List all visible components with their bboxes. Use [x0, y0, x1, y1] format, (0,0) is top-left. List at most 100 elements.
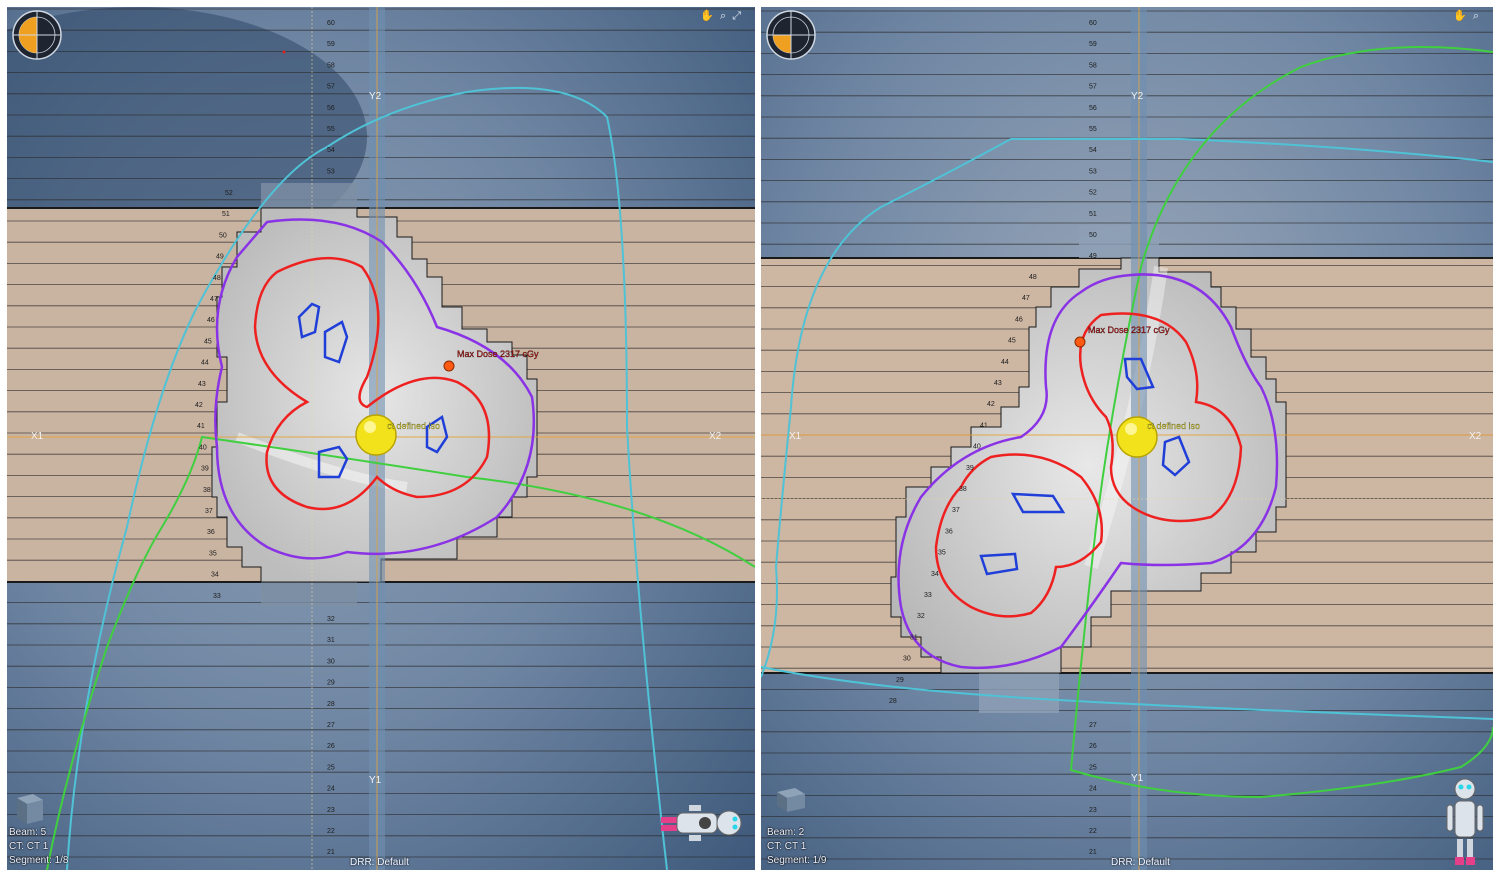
- max-dose-marker: [443, 360, 455, 372]
- hand-icon[interactable]: ✋: [700, 10, 721, 22]
- mlc-leaf-number: 56: [327, 105, 335, 112]
- x1-label: X1: [789, 431, 802, 442]
- mlc-leaf-number: 26: [1089, 743, 1097, 750]
- mlc-leaf-number: 59: [1089, 41, 1097, 48]
- mlc-leaf-number: 37: [205, 508, 213, 515]
- x2-label: X2: [709, 431, 722, 442]
- mlc-leaf-number: 56: [1089, 105, 1097, 112]
- mlc-leaf-number: 21: [327, 849, 335, 856]
- target-blue-2: [323, 320, 349, 364]
- target-blue-4: [979, 552, 1019, 576]
- beam-view-cube-icon[interactable]: [773, 782, 807, 818]
- mlc-leaf-number: 50: [1089, 232, 1097, 239]
- mlc-leaf-number: 34: [211, 572, 219, 579]
- ct-name: CT: CT 1: [767, 841, 807, 852]
- isodose-purple: [214, 218, 536, 560]
- y2-label: Y2: [369, 91, 382, 102]
- patient-figure-icon: [1446, 778, 1484, 865]
- mlc-leaf-number: 49: [216, 254, 224, 261]
- mlc-leaf-number: 42: [987, 401, 995, 408]
- y1-label: Y1: [369, 775, 382, 786]
- mlc-leaf-number: 54: [327, 147, 335, 154]
- beam-name: Beam: 5: [9, 827, 47, 838]
- drr-label: DRR: Default: [350, 857, 409, 868]
- mlc-leaf-number: 51: [222, 211, 230, 218]
- zoom-icon[interactable]: ⌕: [1472, 10, 1485, 22]
- mlc-leaf-number: 39: [201, 466, 209, 473]
- mlc-leaf-number: 45: [1008, 338, 1016, 345]
- target-blue-1: [1123, 357, 1155, 391]
- body-contour-cyan: [66, 86, 668, 870]
- view-toolbar[interactable]: ✋⌕: [1453, 9, 1485, 23]
- target-blue-3: [317, 445, 349, 479]
- mlc-leaf-number: 28: [889, 698, 897, 705]
- mlc-leaf-number: 58: [1089, 62, 1097, 69]
- view-toolbar[interactable]: ✋⌕⤢: [700, 9, 747, 23]
- beam-name: Beam: 2: [767, 827, 805, 838]
- mlc-leaf-number: 23: [1089, 807, 1097, 814]
- beam-view-right[interactable]: 60 59 58 57 56 55 54 53 52 51 50 49 48 47 46 45 44 43 42 41…: [761, 7, 1493, 870]
- mlc-leaf-number: 42: [195, 402, 203, 409]
- gantry-angle-compass-icon: [766, 10, 816, 60]
- beam-view-cube-icon[interactable]: [13, 790, 47, 826]
- mlc-leaf-number: 33: [924, 592, 932, 599]
- mlc-leaf-number: 55: [327, 126, 335, 133]
- y2-label: Y2: [1131, 91, 1144, 102]
- mlc-leaf-number: 22: [327, 828, 335, 835]
- mlc-leaf-number: 43: [994, 380, 1002, 387]
- mlc-leaf-number: 31: [327, 637, 335, 644]
- mlc-leaf-number: 40: [199, 444, 207, 451]
- mlc-leaf-number: 55: [1089, 126, 1097, 133]
- hand-icon[interactable]: ✋: [1453, 10, 1473, 22]
- mlc-leaf-number: 22: [1089, 828, 1097, 835]
- mlc-leaf-number: 46: [1015, 316, 1023, 323]
- mlc-leaf-number: 23: [327, 807, 335, 814]
- max-dose-label: Max Dose 2317 cGy: [457, 349, 539, 359]
- mlc-leaf-number: 24: [327, 786, 335, 793]
- mlc-leaf-number: 27: [327, 722, 335, 729]
- zoom-icon[interactable]: ⌕: [720, 10, 733, 22]
- x1-label: X1: [31, 431, 44, 442]
- mlc-leaf-number: 46: [207, 317, 215, 324]
- mlc-leaf-number: 30: [327, 658, 335, 665]
- mlc-aperture-right: [890, 257, 1287, 674]
- mlc-leaf-number: 44: [201, 360, 209, 367]
- iso-label: ct defined iso: [387, 421, 440, 431]
- target-blue-1: [297, 302, 321, 339]
- organ-contour-green: [1069, 46, 1493, 799]
- mlc-leaf-number: 53: [1089, 168, 1097, 175]
- mlc-leaf-number: 28: [327, 701, 335, 708]
- mlc-leaf-number: 48: [213, 275, 221, 282]
- isodose-red: [1078, 312, 1243, 523]
- mlc-leaf-number: 44: [1001, 359, 1009, 366]
- mlc-leaf-number: 32: [917, 613, 925, 620]
- beam-info-panel: Beam: 2 CT: CT 1 Segment: 1/9: [767, 826, 826, 868]
- mlc-leaf-number: 33: [213, 593, 221, 600]
- iso-label: ct defined iso: [1147, 421, 1200, 431]
- target-blue-3: [1010, 492, 1066, 514]
- mlc-leaf-number: 38: [203, 487, 211, 494]
- target-blue-4: [425, 414, 449, 454]
- isodose-red: [253, 256, 491, 511]
- fit-icon[interactable]: ⤢: [732, 10, 747, 22]
- mlc-leaf-number: 49: [1089, 253, 1097, 260]
- beam-eye-view-canvas-right[interactable]: 60 59 58 57 56 55 54 53 52 51 50 49 48 47 46 45 44 43 42 41…: [761, 7, 1493, 870]
- segment-count: Segment: 1/8: [9, 855, 69, 866]
- beam-info-panel: Beam: 5 CT: CT 1 Segment: 1/8: [9, 826, 68, 868]
- mlc-leaf-number: 52: [225, 190, 233, 197]
- mlc-leaf-number: 47: [210, 296, 218, 303]
- mlc-leaf-number: 59: [327, 41, 335, 48]
- mlc-leaf-number: 45: [204, 338, 212, 345]
- segment-count: Segment: 1/9: [767, 855, 827, 866]
- mlc-leaf-number: 21: [1089, 849, 1097, 856]
- max-dose-label: Max Dose 2317 cGy: [1088, 325, 1170, 335]
- mlc-leaf-number: 47: [1022, 295, 1030, 302]
- beam-eye-view-canvas-left[interactable]: 60 59 58 57 56 55 54 53 52 51 50 49 48 47 46 45 44 43 42 41…: [7, 7, 755, 870]
- mlc-leaf-number: 29: [896, 677, 904, 684]
- mlc-leaf-number: 30: [903, 656, 911, 663]
- max-dose-marker: [1074, 336, 1086, 348]
- mlc-leaf-number: 25: [1089, 764, 1097, 771]
- beam-view-left[interactable]: 60 59 58 57 56 55 54 53 52 51 50 49 48 47 46 45 44 43 42 41…: [7, 7, 755, 870]
- mlc-leaf-number: 57: [1089, 84, 1097, 91]
- mlc-leaf-number: 27: [1089, 722, 1097, 729]
